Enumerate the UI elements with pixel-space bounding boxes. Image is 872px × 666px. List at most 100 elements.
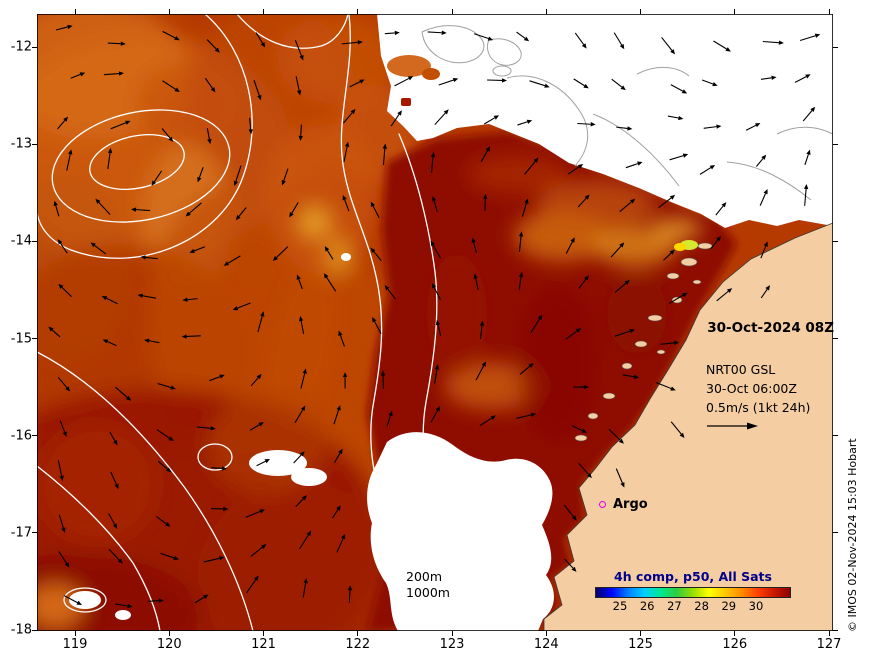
current-arrow (182, 297, 198, 302)
current-arrow (148, 598, 164, 603)
current-arrow (622, 374, 640, 380)
current-arrow (394, 76, 414, 87)
current-arrow (256, 458, 271, 467)
current-arrow (115, 386, 132, 401)
colorbar-title: 4h comp, p50, All Sats (614, 569, 772, 584)
current-arrow (480, 146, 491, 162)
x-tick-label: 121 (251, 637, 276, 652)
y-tickmark (32, 46, 37, 48)
depth-200m-label: 200m (406, 569, 443, 584)
current-arrow (295, 495, 307, 508)
current-arrow (565, 328, 582, 340)
current-arrow (563, 504, 577, 521)
current-arrow (255, 32, 266, 48)
current-arrow (372, 316, 382, 335)
current-arrow (384, 285, 396, 300)
x-tick-label: 123 (439, 637, 465, 652)
gray-coastline-layer (421, 25, 833, 201)
current-arrow (157, 383, 176, 390)
current-arrow (611, 78, 626, 91)
current-arrow (107, 147, 113, 170)
current-arrow (160, 552, 179, 561)
current-arrow (151, 170, 163, 186)
current-arrow (567, 163, 584, 175)
current-arrow (699, 164, 716, 175)
x-tickmark (74, 631, 76, 636)
current-arrow (102, 339, 117, 347)
current-arrow (131, 207, 151, 212)
y-tick-label: -16 (10, 428, 32, 444)
credit-label: © IMOS 02-Nov-2024 15:03 Hobart (846, 438, 859, 632)
y-tick-label: -17 (10, 525, 32, 541)
current-arrow (223, 255, 241, 266)
current-arrow (70, 72, 86, 79)
current-arrow (473, 273, 479, 290)
colorbar-tick-label: 29 (721, 599, 737, 613)
current-arrow (760, 285, 771, 299)
x-tickmark (74, 9, 76, 14)
sst-texture-layer (37, 14, 417, 631)
current-arrow (281, 168, 289, 186)
current-arrow (610, 242, 625, 258)
y-tickmark (833, 435, 838, 437)
current-arrow (759, 188, 768, 206)
current-arrow (370, 201, 380, 219)
current-arrow (59, 420, 67, 437)
current-arrow (760, 241, 768, 259)
current-arrow (663, 249, 675, 261)
current-arrow (298, 124, 303, 141)
current-arrow (382, 143, 388, 166)
current-arrow (802, 106, 816, 122)
current-arrow (370, 247, 382, 261)
land-region (543, 222, 833, 631)
current-arrow (804, 149, 811, 165)
x-tickmark (545, 631, 547, 636)
current-arrow (299, 530, 312, 550)
x-tick-label: 126 (722, 637, 748, 652)
current-arrow (110, 120, 131, 130)
current-arrow (250, 544, 267, 557)
argo-label: Argo (613, 497, 648, 512)
current-arrow (110, 471, 119, 490)
current-arrow (90, 242, 107, 255)
current-arrow (390, 110, 402, 127)
current-arrow (516, 412, 537, 419)
current-arrow (156, 429, 174, 442)
current-arrow (517, 119, 533, 126)
model-name-label: NRT00 GSL (706, 362, 776, 377)
current-arrow (338, 330, 345, 347)
colorbar-tick-label: 25 (612, 599, 628, 613)
current-arrow (518, 231, 524, 252)
current-arrow (257, 311, 265, 333)
current-arrow (57, 239, 68, 254)
current-arrow (248, 117, 253, 135)
current-arrow (430, 151, 436, 173)
x-tick-label: 122 (345, 637, 371, 652)
y-tick-label: -12 (10, 39, 32, 55)
current-arrow (211, 466, 227, 471)
current-arrow (185, 202, 202, 217)
current-arrow (53, 200, 60, 217)
current-arrow (384, 30, 400, 36)
current-arrow (613, 32, 625, 50)
current-arrow (616, 126, 633, 131)
current-arrow (298, 315, 305, 334)
current-arrow (716, 288, 733, 302)
current-arrow (137, 293, 157, 299)
current-arrow (430, 406, 441, 423)
current-arrow (108, 548, 123, 564)
argo-annotation: Argo (599, 497, 648, 512)
x-tickmark (263, 9, 264, 14)
current-arrow (668, 292, 688, 304)
scale-arrow-icon (707, 422, 758, 430)
current-arrow (614, 329, 635, 337)
y-tickmark (32, 143, 37, 145)
current-arrow (253, 79, 262, 101)
current-arrow (342, 194, 350, 212)
current-arrow (762, 40, 784, 45)
x-tickmark (357, 631, 359, 636)
current-arrow (293, 451, 305, 464)
current-arrow (57, 116, 69, 130)
current-arrow (115, 603, 133, 609)
